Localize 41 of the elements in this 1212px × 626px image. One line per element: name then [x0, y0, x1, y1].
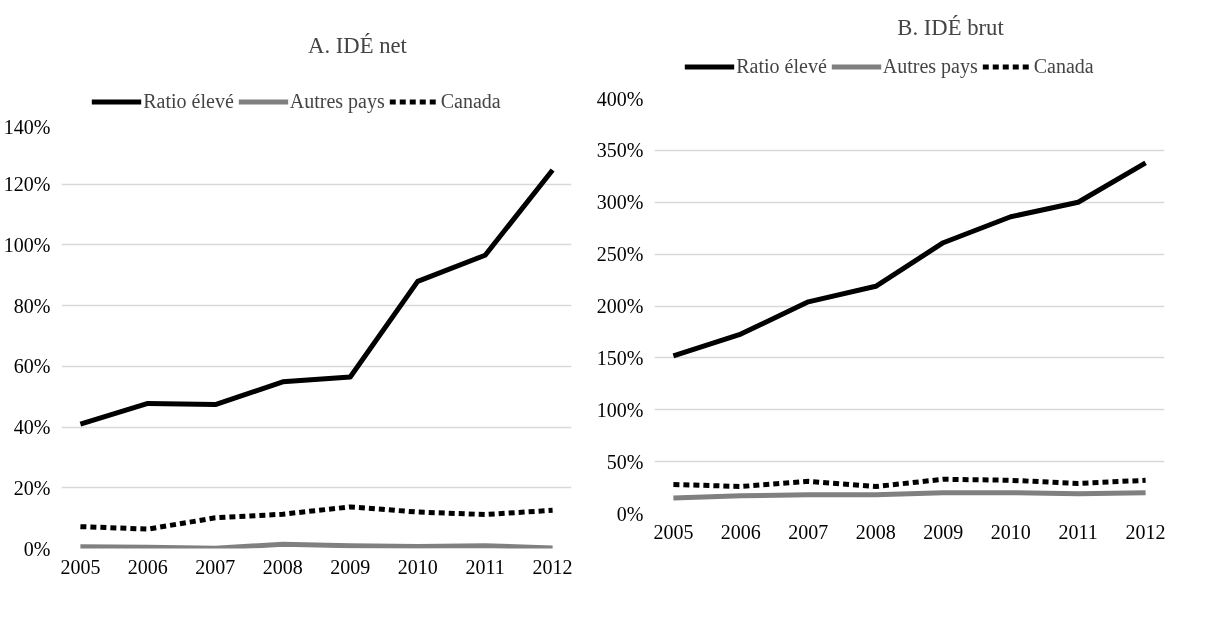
x-tick-label: 2007 — [788, 520, 829, 543]
y-tick-label: 150% — [596, 346, 644, 369]
legend-label: Ratio élevé — [736, 54, 827, 78]
legend-label: Ratio élevé — [143, 89, 234, 113]
x-tick-label: 2007 — [195, 555, 236, 578]
x-tick-label: 2008 — [262, 555, 303, 578]
y-tick-label: 0% — [23, 537, 51, 560]
x-tick-label: 2012 — [1125, 520, 1166, 543]
x-tick-label: 2008 — [855, 520, 896, 543]
y-tick-label: 100% — [596, 398, 644, 421]
y-tick-label: 300% — [596, 191, 644, 214]
x-tick-label: 2006 — [720, 520, 761, 543]
chart-title: B. IDÉ brut — [897, 15, 1005, 40]
legend-label: Canada — [1033, 54, 1094, 78]
x-tick-label: 2006 — [127, 555, 168, 578]
y-tick-label: 0% — [616, 502, 644, 525]
legend-label: Canada — [440, 89, 501, 113]
legend-label: Autres pays — [882, 54, 978, 78]
x-tick-label: 2012 — [532, 555, 573, 578]
y-tick-label: 120% — [3, 173, 51, 196]
y-tick-label: 250% — [596, 243, 644, 266]
y-tick-label: 400% — [596, 87, 644, 110]
x-tick-label: 2009 — [923, 520, 964, 543]
y-tick-label: 40% — [13, 416, 51, 439]
y-tick-label: 200% — [596, 295, 644, 317]
x-tick-label: 2011 — [465, 555, 505, 578]
y-tick-label: 140% — [3, 115, 51, 138]
y-tick-label: 100% — [3, 233, 51, 256]
chart-title: A. IDÉ net — [308, 32, 408, 58]
y-tick-label: 80% — [13, 294, 51, 317]
y-tick-label: 60% — [13, 355, 51, 378]
y-tick-label: 20% — [13, 476, 51, 499]
x-tick-label: 2011 — [1058, 520, 1098, 543]
y-tick-label: 50% — [606, 450, 644, 473]
x-tick-label: 2010 — [397, 555, 438, 578]
x-tick-label: 2005 — [60, 555, 101, 578]
x-tick-label: 2009 — [330, 555, 371, 578]
x-tick-label: 2010 — [990, 520, 1031, 543]
y-tick-label: 350% — [596, 139, 644, 162]
x-tick-label: 2005 — [653, 520, 694, 543]
legend-label: Autres pays — [289, 89, 385, 113]
